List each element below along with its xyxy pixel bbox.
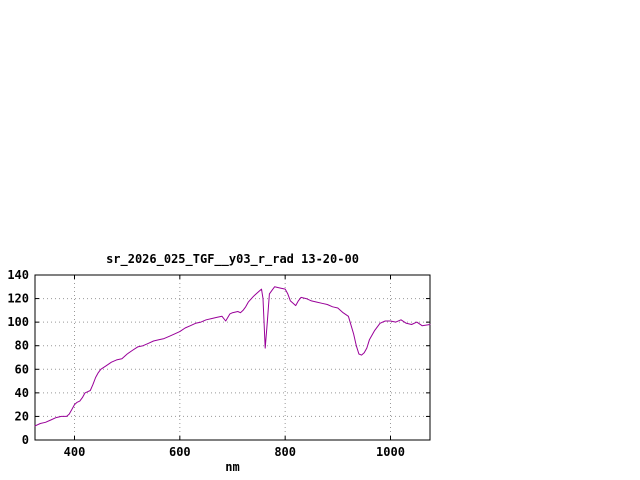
y-tick-label: 120: [7, 292, 29, 306]
plot-area: 400 600 800 1000 0 20 40 60 80 100 120 140: [7, 268, 431, 459]
y-tick-label: 40: [15, 386, 29, 400]
y-tick-label: 20: [15, 409, 29, 423]
y-tick-label: 0: [22, 433, 29, 447]
x-axis-label: nm: [225, 460, 240, 474]
spectrum-series-line: [34, 286, 431, 427]
y-tick-label: 60: [15, 362, 29, 376]
x-tick-label: 400: [64, 445, 86, 459]
x-tick-label: 600: [169, 445, 191, 459]
y-tick-label: 80: [15, 339, 29, 353]
x-tick-label: 1000: [376, 445, 405, 459]
x-tick-label: 800: [274, 445, 296, 459]
y-tick-label: 140: [7, 268, 29, 282]
y-tick-label: 100: [7, 315, 29, 329]
plot-border: [34, 274, 431, 441]
chart-title: sr_2026_025_TGF__y03_r_rad 13-20-00: [106, 252, 359, 266]
